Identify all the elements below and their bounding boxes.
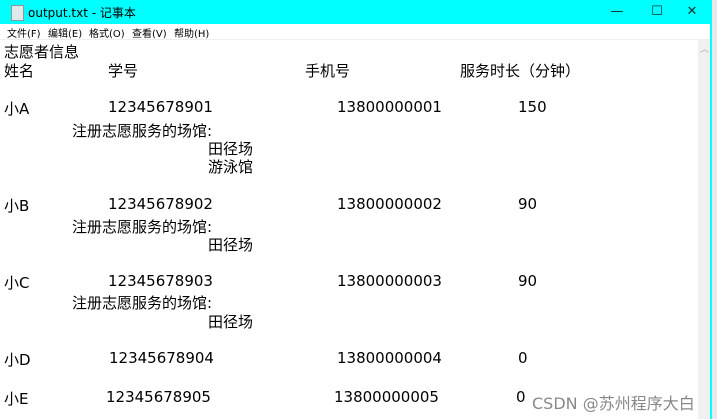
col-phone: 手机号: [305, 62, 351, 80]
record-id: 12345678902: [108, 195, 213, 213]
scroll-up-icon[interactable]: ︿: [700, 45, 710, 55]
record-name: 小E: [4, 390, 29, 408]
record-phone: 13800000001: [337, 98, 442, 116]
title-bar: output.txt - 记事本 — ☐ ✕: [0, 0, 710, 24]
maximize-button[interactable]: ☐: [651, 4, 663, 19]
menu-format[interactable]: 格式(O): [89, 29, 125, 40]
col-name: 姓名: [4, 62, 35, 80]
menu-file[interactable]: 文件(F): [7, 29, 41, 40]
venue: 田径场: [208, 313, 254, 331]
col-minutes: 服务时长（分钟）: [460, 62, 581, 80]
venue: 游泳馆: [208, 158, 254, 176]
record-minutes: 0: [516, 388, 526, 406]
record-id: 12345678904: [109, 349, 214, 367]
record-name: 小D: [4, 351, 31, 369]
background-window-edge: [710, 0, 717, 419]
close-button[interactable]: ✕: [686, 4, 698, 19]
vertical-scrollbar[interactable]: ︿: [698, 40, 710, 419]
notepad-icon: [11, 5, 24, 21]
record-minutes: 0: [518, 349, 528, 367]
text-editor[interactable]: 志愿者信息 姓名 学号 手机号 服务时长（分钟） 小A 12345678901 …: [0, 40, 698, 419]
record-id: 12345678903: [108, 272, 213, 290]
menu-help[interactable]: 帮助(H): [174, 29, 210, 40]
record-name: 小B: [4, 197, 30, 215]
record-minutes: 90: [518, 195, 538, 213]
menu-bar: 文件(F) 编辑(E) 格式(O) 查看(V) 帮助(H): [0, 24, 710, 40]
menu-edit[interactable]: 编辑(E): [48, 29, 83, 40]
venue-label: 注册志愿服务的场馆:: [72, 218, 213, 236]
minimize-button[interactable]: —: [610, 4, 624, 19]
venue-label: 注册志愿服务的场馆:: [72, 122, 213, 140]
record-phone: 13800000004: [337, 349, 442, 367]
menu-view[interactable]: 查看(V): [132, 29, 167, 40]
record-phone: 13800000002: [337, 195, 442, 213]
record-id: 12345678901: [108, 98, 213, 116]
col-id: 学号: [108, 62, 139, 80]
window-title: output.txt - 记事本: [28, 6, 136, 20]
record-name: 小A: [4, 100, 30, 118]
record-phone: 13800000003: [337, 272, 442, 290]
venue: 田径场: [208, 140, 254, 158]
record-id: 12345678905: [106, 388, 211, 406]
heading: 志愿者信息: [4, 43, 80, 61]
record-minutes: 90: [518, 272, 538, 290]
record-minutes: 150: [518, 98, 547, 116]
watermark: CSDN @苏州程序大白: [532, 394, 695, 413]
venue-label: 注册志愿服务的场馆:: [72, 294, 213, 312]
venue: 田径场: [208, 236, 254, 254]
record-phone: 13800000005: [334, 388, 439, 406]
record-name: 小C: [4, 274, 30, 292]
